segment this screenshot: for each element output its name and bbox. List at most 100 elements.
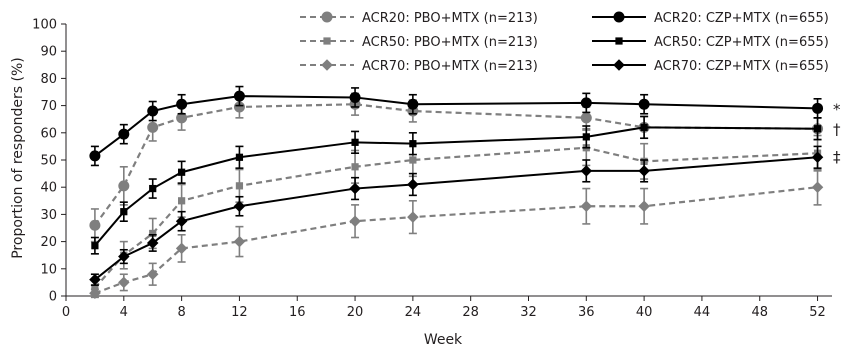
y-tick-label: 90 (40, 45, 57, 60)
x-tick: 12 (231, 296, 248, 320)
series-line (94, 156, 818, 281)
data-point (811, 181, 824, 193)
y-tick-label: 0 (49, 290, 57, 305)
data-point (118, 276, 130, 289)
x-tick-label: 0 (62, 305, 70, 320)
x-tick-label: 52 (809, 305, 826, 320)
data-point (580, 112, 592, 124)
data-point (89, 150, 101, 162)
y-tick: 10 (40, 262, 66, 277)
data-point (407, 98, 419, 110)
y-axis-title: Proportion of responders (%) (10, 57, 26, 259)
data-point (813, 125, 822, 133)
y-tick-label: 70 (40, 99, 57, 114)
significance-mark: ‡ (833, 148, 841, 166)
legend-label: ACR50: CZP+MTX (n=655) (654, 35, 829, 50)
data-point (146, 237, 159, 249)
x-axis-title: Week (424, 332, 463, 348)
x-tick-label: 12 (231, 305, 248, 320)
data-point (178, 168, 186, 176)
series-acr70-pbo (89, 168, 824, 300)
y-tick: 80 (40, 72, 66, 87)
data-point (640, 123, 648, 131)
data-point (233, 90, 245, 102)
y-tick: 50 (40, 154, 66, 169)
y-tick-label: 60 (40, 126, 57, 141)
data-point (349, 91, 361, 103)
x-tick-label: 24 (405, 305, 422, 320)
data-point (176, 112, 188, 124)
data-point (146, 268, 159, 280)
x-tick-label: 44 (694, 305, 711, 320)
significance-mark: † (833, 121, 841, 139)
y-tick: 90 (40, 45, 66, 60)
y-tick-label: 100 (32, 18, 57, 33)
legend-item-acr70-pbo: ACR70: PBO+MTX (n=213) (300, 59, 538, 74)
legend-item-acr70-czp: ACR70: CZP+MTX (n=655) (592, 59, 829, 74)
data-point (91, 242, 99, 250)
data-point (233, 200, 246, 212)
x-tick: 20 (347, 296, 364, 320)
data-point (147, 121, 159, 133)
data-point (235, 182, 244, 190)
y-tick: 30 (40, 208, 66, 223)
x-tick: 44 (694, 296, 711, 320)
x-tick-label: 20 (347, 305, 364, 320)
y-tick-label: 50 (40, 154, 57, 169)
data-point (149, 229, 157, 238)
data-point (175, 215, 188, 227)
x-tick-label: 40 (636, 305, 653, 320)
legend-label: ACR50: PBO+MTX (n=213) (362, 35, 538, 50)
data-point (582, 133, 590, 141)
data-point (349, 215, 361, 227)
data-point (580, 200, 593, 212)
y-tick-label: 10 (40, 262, 57, 277)
legend-label: ACR20: PBO+MTX (n=213) (362, 11, 538, 26)
legend-marker (321, 59, 333, 71)
series-acr70-czp (89, 145, 824, 286)
significance-mark: * (833, 100, 841, 118)
x-tick-label: 4 (120, 305, 128, 320)
legend-marker (615, 37, 623, 45)
x-tick-label: 36 (578, 305, 595, 320)
data-point (811, 151, 824, 164)
y-tick: 70 (40, 99, 66, 114)
x-tick: 40 (636, 296, 653, 320)
data-point (407, 178, 419, 191)
data-point (178, 197, 186, 205)
data-point (233, 235, 246, 248)
data-point (409, 156, 417, 164)
data-point (89, 287, 101, 300)
x-tick: 36 (578, 296, 595, 320)
x-tick-label: 32 (520, 305, 537, 320)
series-acr50-czp (90, 115, 822, 255)
legend-label: ACR20: CZP+MTX (n=655) (654, 11, 829, 26)
data-point (351, 163, 359, 171)
series-acr20-czp (89, 85, 824, 167)
data-point (638, 165, 650, 177)
legend-label: ACR70: CZP+MTX (n=655) (654, 59, 829, 74)
series-line (94, 146, 818, 289)
data-point (147, 105, 159, 117)
data-point (176, 98, 188, 110)
data-point (580, 165, 593, 177)
data-point (351, 138, 359, 146)
data-point (235, 153, 244, 161)
data-point (349, 182, 361, 195)
data-point (118, 180, 130, 192)
data-point (118, 128, 130, 140)
data-point (89, 219, 101, 231)
x-tick: 48 (751, 296, 768, 320)
y-tick-label: 40 (40, 181, 57, 196)
series-line (94, 95, 818, 157)
data-point (149, 184, 157, 193)
series-acr50-pbo (90, 129, 822, 297)
data-point (407, 211, 419, 223)
data-point (175, 242, 188, 255)
x-tick: 0 (62, 296, 70, 320)
y-tick: 40 (40, 181, 66, 196)
legend-label: ACR70: PBO+MTX (n=213) (362, 59, 538, 74)
legend-item-acr20-czp: ACR20: CZP+MTX (n=655) (592, 11, 829, 26)
legend-item-acr50-czp: ACR50: CZP+MTX (n=655) (592, 35, 829, 50)
